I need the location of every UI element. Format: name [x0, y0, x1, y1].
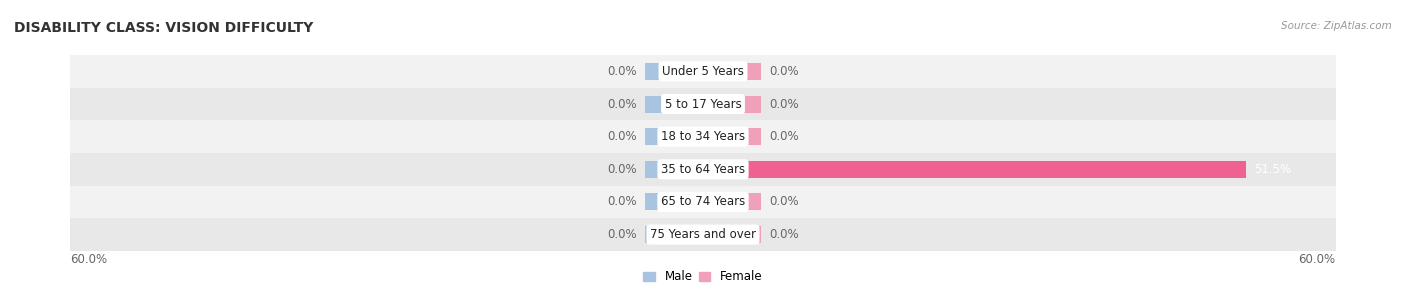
- Bar: [70, 120, 1336, 153]
- Text: 0.0%: 0.0%: [769, 228, 799, 241]
- Bar: [703, 193, 761, 211]
- Bar: [645, 95, 703, 113]
- Text: DISABILITY CLASS: VISION DIFFICULTY: DISABILITY CLASS: VISION DIFFICULTY: [14, 21, 314, 35]
- Bar: [645, 226, 703, 243]
- Bar: [645, 193, 703, 211]
- Bar: [703, 226, 761, 243]
- Legend: Male, Female: Male, Female: [638, 266, 768, 288]
- Bar: [70, 55, 1336, 88]
- Text: 18 to 34 Years: 18 to 34 Years: [661, 130, 745, 143]
- Text: 0.0%: 0.0%: [607, 130, 637, 143]
- Bar: [703, 161, 1246, 178]
- Text: Under 5 Years: Under 5 Years: [662, 65, 744, 78]
- Text: 0.0%: 0.0%: [769, 98, 799, 110]
- Text: 51.5%: 51.5%: [1254, 163, 1292, 176]
- Bar: [645, 63, 703, 80]
- Text: 0.0%: 0.0%: [607, 65, 637, 78]
- Text: 0.0%: 0.0%: [607, 228, 637, 241]
- Bar: [703, 63, 761, 80]
- Text: 0.0%: 0.0%: [769, 130, 799, 143]
- Text: Source: ZipAtlas.com: Source: ZipAtlas.com: [1281, 21, 1392, 32]
- Text: 5 to 17 Years: 5 to 17 Years: [665, 98, 741, 110]
- Bar: [703, 128, 761, 145]
- Bar: [70, 186, 1336, 218]
- Text: 0.0%: 0.0%: [607, 196, 637, 208]
- Text: 65 to 74 Years: 65 to 74 Years: [661, 196, 745, 208]
- Text: 75 Years and over: 75 Years and over: [650, 228, 756, 241]
- Bar: [703, 95, 761, 113]
- Text: 35 to 64 Years: 35 to 64 Years: [661, 163, 745, 176]
- Bar: [70, 153, 1336, 186]
- Text: 0.0%: 0.0%: [769, 196, 799, 208]
- Bar: [70, 88, 1336, 120]
- Bar: [645, 128, 703, 145]
- Bar: [645, 161, 703, 178]
- Bar: [70, 218, 1336, 251]
- Text: 0.0%: 0.0%: [769, 65, 799, 78]
- Text: 0.0%: 0.0%: [607, 98, 637, 110]
- Text: 60.0%: 60.0%: [1299, 252, 1336, 266]
- Text: 60.0%: 60.0%: [70, 252, 107, 266]
- Text: 0.0%: 0.0%: [607, 163, 637, 176]
